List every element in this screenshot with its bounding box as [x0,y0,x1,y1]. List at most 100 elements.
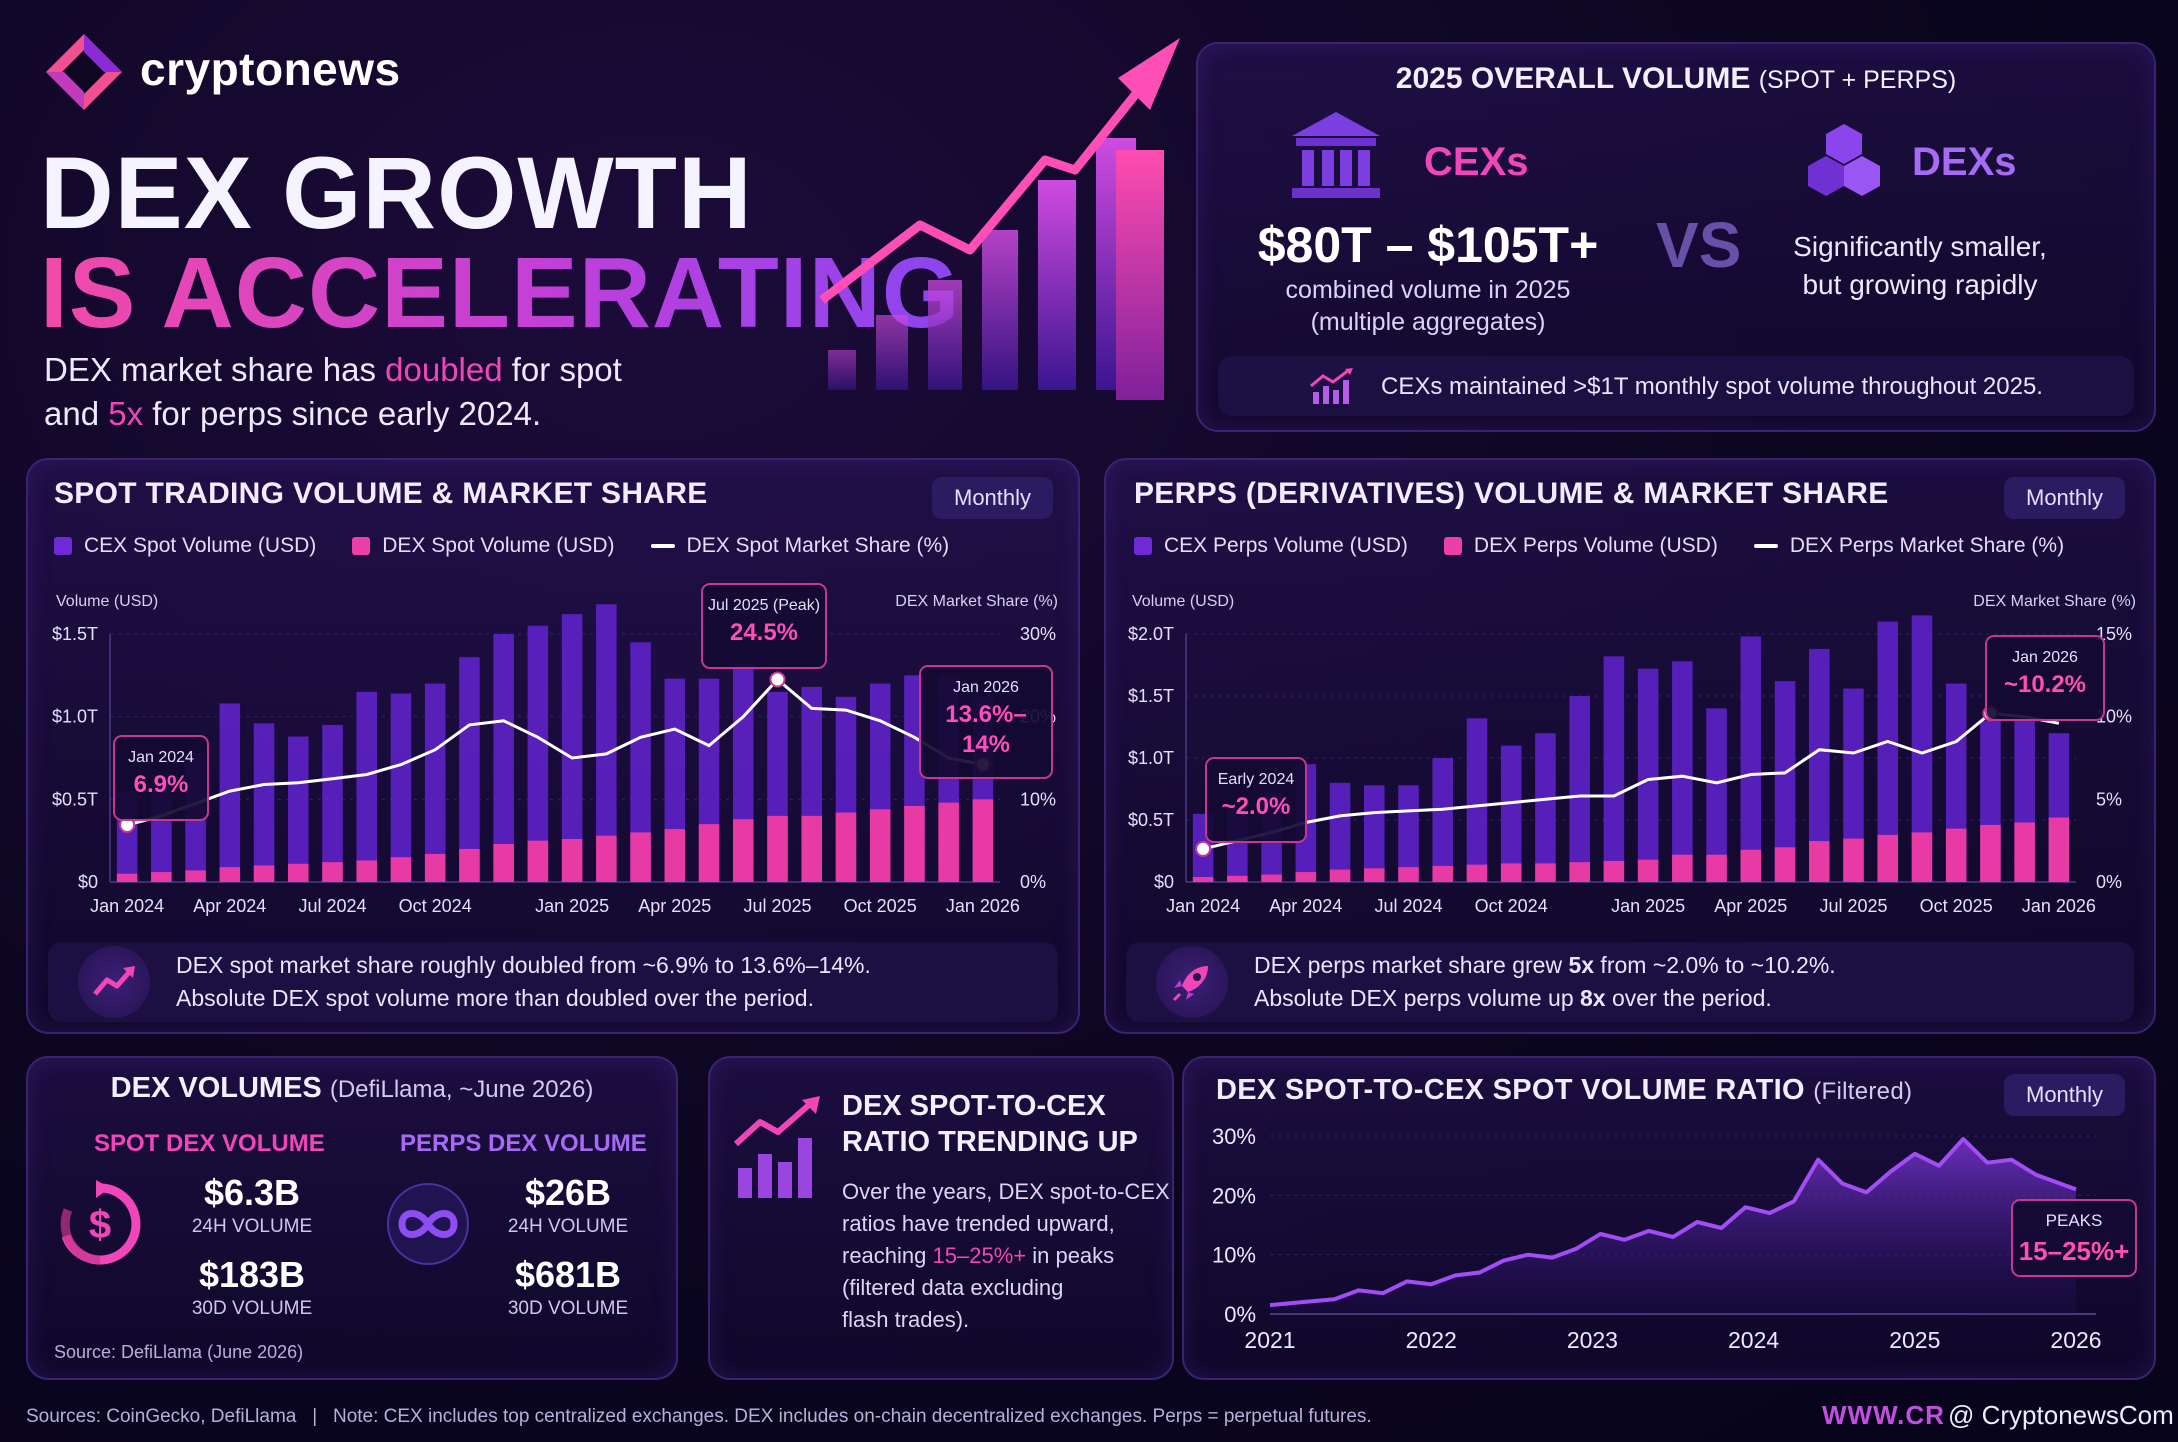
dex-bar [801,815,822,882]
cex-bar [561,614,583,882]
cex-bar [1329,782,1351,882]
y2-tick-label: 0% [1020,872,1046,892]
hero-title-line1: DEX GROWTH [40,136,753,250]
footer-site[interactable]: WWW.CR [1822,1400,1945,1430]
perps-chart: Volume (USD) DEX Market Share (%) $0 $0.5T $… [1128,593,2136,916]
legend-dex-perps: DEX Perps Volume (USD) [1443,534,1718,558]
y2-tick-label: 0% [2096,872,2122,892]
dex-bar [151,872,172,882]
overall-note: CEXs maintained >$1T monthly spot volume… [1218,356,2134,416]
cex-bar [596,604,617,882]
dex-volumes-source: Source: DefiLlama (June 2026) [54,1342,304,1362]
dex-bar [390,857,412,882]
dex-label: DEXs [1912,140,2017,184]
ratio-line [1269,1137,2077,1308]
perps-24h-label: 24H VOLUME [507,1216,629,1237]
dex-bar [1466,864,1488,882]
footer-handle[interactable]: @ CryptonewsCom [1948,1400,2174,1430]
ratio-monthly-toggle[interactable]: Monthly [2004,1074,2126,1116]
ratio-area [1270,1139,2076,1314]
hero-bar [928,280,962,390]
callout-1-label: Jul 2025 (Peak) [708,597,820,614]
perps-dex-heading: PERPS DEX VOLUME [400,1130,647,1157]
cex-bar [390,693,412,882]
brand-name: cryptonews [140,43,401,95]
perps-30d-value: $681B [514,1254,622,1295]
dex-bar [1740,849,1762,882]
y2-tick-label: 15% [2096,624,2132,644]
svg-text:$: $ [89,1203,111,1247]
x-tick-label: Oct 2024 [1475,896,1548,916]
cex-bar [1774,681,1796,882]
dex-bar [1329,869,1351,882]
dex-bar [972,799,994,882]
dex-bar [1364,868,1385,882]
x-tick-label: 2023 [1567,1327,1618,1353]
share-line [1202,711,2060,851]
x-tick-label: Jul 2024 [1374,896,1442,916]
peaks-callout-box [2011,1199,2137,1277]
ratio-chart: 0% 10% 20% 30% 2021 2022 2023 2024 2025 2026 PEAKS… [1212,1124,2137,1353]
dex-bar [1261,874,1282,882]
hero-title-line2: IS ACCELERATING [40,237,961,349]
ratio-trend-panel [708,1056,1174,1380]
rocket-icon [1156,946,1228,1018]
cex-bar [630,642,651,882]
dex-bar [322,862,343,882]
perps-monthly-toggle[interactable]: Monthly [2004,477,2126,519]
dex-bar [1637,859,1659,882]
cex-bar [1432,758,1453,882]
spot-30d-value: $183B [198,1254,306,1295]
dex-volumes-title: DEX VOLUMES (DefiLlama, ~June 2026) [110,1072,594,1104]
spot-monthly-toggle[interactable]: Monthly [932,477,1054,519]
dex-bar [1877,834,1898,882]
x-tick-label: Jan 2024 [90,896,164,916]
callout-0-box [1205,757,1307,843]
hero-bar [1038,180,1076,390]
dex-bar [733,819,754,882]
cex-bar [1706,708,1727,882]
dex-bar [424,853,446,882]
hero-bar [1116,150,1164,400]
legend-perps-share: DEX Perps Market Share (%) [1753,534,2064,558]
legend-spot-share: DEX Spot Market Share (%) [650,534,949,558]
cex-bar [219,703,241,882]
dex-bar [493,843,514,882]
cex-bar [1911,615,1933,882]
spot-24h-value: $6.3B [203,1172,301,1213]
dex-bar [1500,863,1522,882]
callout-1-label: Jan 2026 [2012,649,2078,666]
hero-bar [828,350,856,390]
brand-logo [42,30,126,114]
legend-cex-spot: CEX Spot Volume (USD) [54,534,316,558]
x-tick-label: 2024 [1728,1327,1779,1353]
cex-volume-desc: combined volume in 2025 (multiple aggrega… [1285,276,1571,336]
callout-0-label: Early 2024 [1218,771,1295,788]
dex-bar [1809,841,1830,882]
bar-growth-icon [733,1096,820,1198]
ratio-title: DEX SPOT-TO-CEX SPOT VOLUME RATIO (Filte… [1216,1074,1913,1106]
dex-bar [1706,854,1727,882]
vs-label: VS [1656,209,1742,281]
spot-title: SPOT TRADING VOLUME & MARKET SHARE [54,477,708,510]
x-tick-label: Apr 2024 [193,896,266,916]
x-tick-label: Jan 2025 [535,896,609,916]
peaks-callout-label: PEAKS [2046,1211,2103,1230]
dex-bar [904,805,925,882]
x-tick-label: Jan 2024 [1166,896,1240,916]
dex-bar [527,840,549,882]
dex-bar [1774,847,1796,882]
y2-tick-label: 5% [2096,789,2122,809]
hero-growth-graphic [819,38,1180,400]
cex-bar [1637,668,1659,882]
dex-bar [288,863,309,882]
callout-2-value: 14% [962,731,1010,758]
x-tick-label: Jul 2024 [298,896,366,916]
hero-arrow-head [1118,38,1180,110]
cex-bar [1809,648,1830,882]
y-tick-label: $2.0T [1128,624,1174,644]
x-tick-label: Oct 2024 [399,896,472,916]
cex-bar [1672,661,1693,882]
x-tick-label: Apr 2025 [1714,896,1787,916]
share-line [126,677,984,827]
